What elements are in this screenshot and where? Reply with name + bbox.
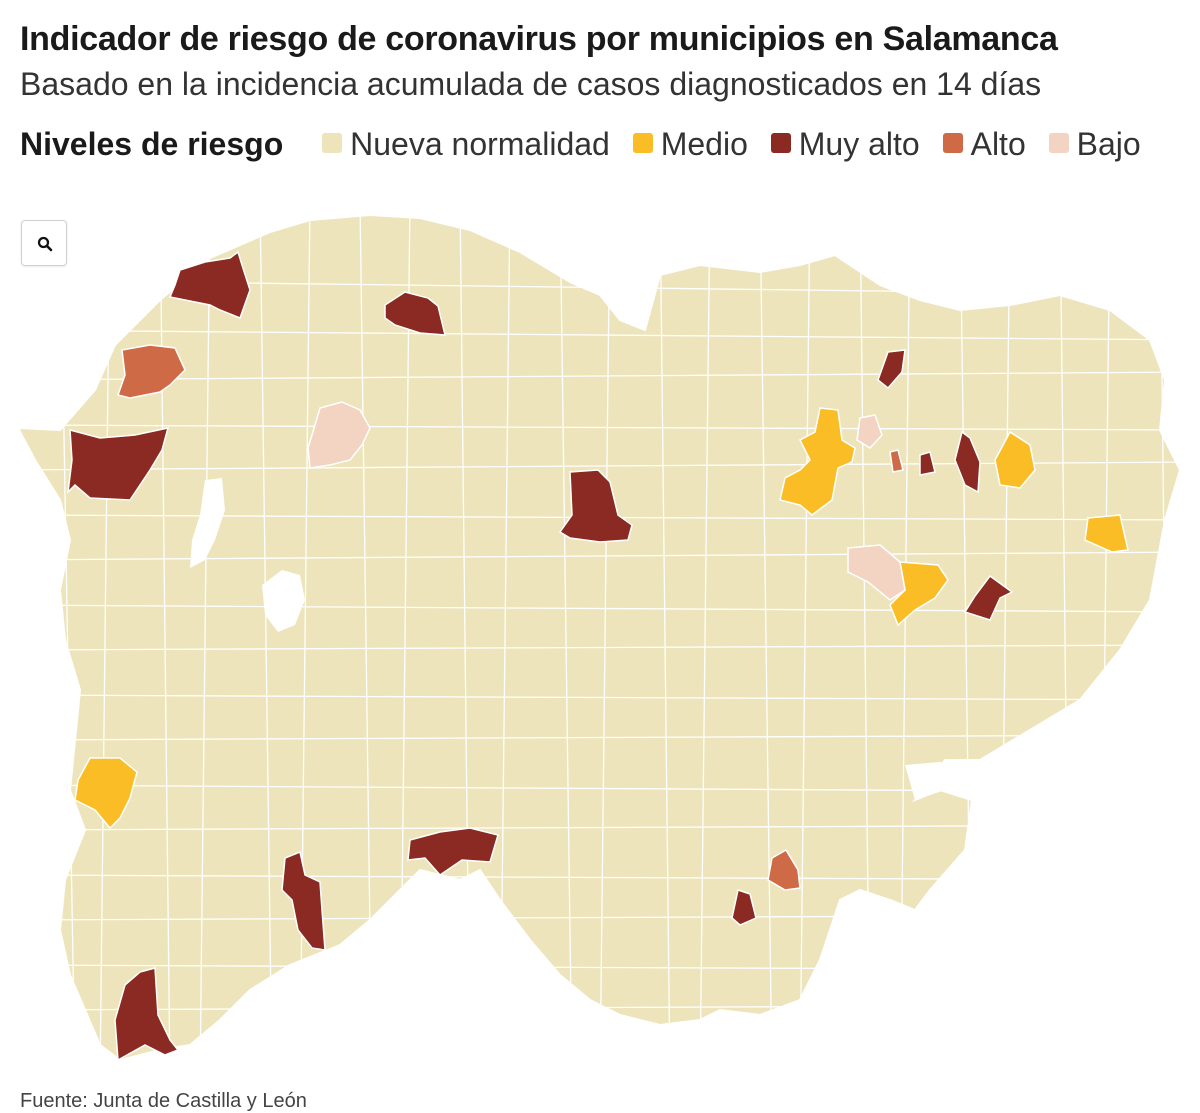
municipality-bajo[interactable] — [847, 544, 906, 601]
municipality-muy-alto[interactable] — [66, 427, 170, 501]
legend-swatch — [632, 133, 653, 153]
municipality-muy-alto[interactable] — [731, 889, 757, 926]
legend-swatch — [942, 133, 963, 153]
legend: Niveles de riesgo Nueva normalidad Medio… — [20, 128, 1160, 160]
municipality-medio[interactable] — [889, 561, 949, 627]
legend-label: Bajo — [1076, 126, 1141, 162]
map-title: Indicador de riesgo de coronavirus por m… — [20, 20, 1058, 58]
reservoir — [262, 570, 305, 632]
reservoir — [905, 762, 975, 800]
municipality-map[interactable] — [0, 200, 1200, 1080]
municipality-muy-alto[interactable] — [407, 827, 499, 876]
municipality-alto[interactable] — [767, 848, 801, 891]
legend-label: Muy alto — [798, 126, 920, 162]
legend-label: Medio — [660, 126, 748, 162]
municipality-muy-alto[interactable] — [963, 574, 1014, 621]
municipality-alto[interactable] — [117, 344, 186, 399]
province-salamanca — [16, 213, 1182, 1062]
legend-swatch — [770, 133, 791, 153]
search-icon — [37, 236, 53, 252]
municipality-muy-alto[interactable] — [384, 291, 446, 336]
municipality-muy-alto[interactable] — [954, 430, 981, 494]
municipality-medio[interactable] — [1084, 514, 1129, 553]
legend-title: Niveles de riesgo — [20, 126, 284, 162]
municipality-muy-alto[interactable] — [919, 451, 936, 476]
legend-item-bajo: Bajo — [1048, 126, 1141, 162]
municipality-bajo[interactable] — [307, 401, 371, 469]
municipality-alto[interactable] — [889, 449, 904, 473]
map-subtitle: Basado en la incidencia acumulada de cas… — [20, 66, 1042, 102]
legend-item-nueva-normalidad: Nueva normalidad — [322, 128, 610, 160]
legend-item-alto: Alto — [942, 126, 1026, 162]
municipality-medio[interactable] — [74, 757, 138, 830]
zoom-button[interactable] — [21, 220, 67, 266]
legend-item-medio: Medio — [632, 126, 748, 162]
legend-swatch — [322, 133, 343, 153]
legend-label: Alto — [970, 126, 1026, 162]
legend-label: Nueva normalidad — [350, 126, 610, 162]
municipality-muy-alto[interactable] — [558, 469, 633, 543]
municipality-muy-alto[interactable] — [168, 250, 251, 319]
municipality-muy-alto[interactable] — [114, 967, 180, 1062]
legend-item-muy-alto: Muy alto — [770, 126, 920, 162]
municipality-muy-alto[interactable] — [877, 349, 906, 390]
municipality-bajo[interactable] — [856, 414, 883, 449]
legend-swatch — [1048, 133, 1069, 153]
reservoir — [190, 478, 225, 568]
municipality-medio[interactable] — [994, 430, 1036, 489]
municipality-muy-alto[interactable] — [281, 850, 326, 951]
municipality-medio[interactable] — [779, 407, 856, 516]
